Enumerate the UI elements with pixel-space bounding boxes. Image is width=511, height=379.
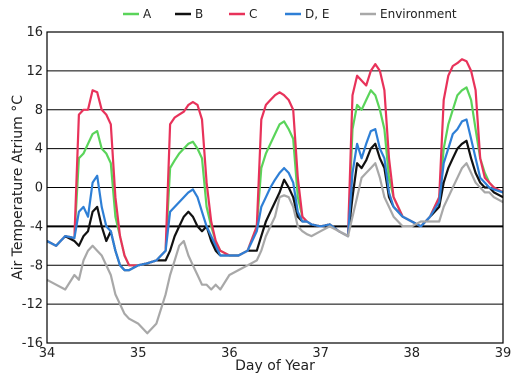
y-tick-label: 16 [26, 25, 43, 40]
series-line-c [46, 58, 504, 267]
x-tick-label: 35 [130, 346, 147, 361]
y-tick-label: 4 [35, 142, 43, 157]
x-tick-label: 36 [221, 346, 238, 361]
series-line-d-e [46, 118, 504, 272]
legend-label: B [195, 7, 203, 21]
x-tick-label: 39 [495, 346, 511, 361]
y-tick-label: 12 [26, 64, 43, 79]
y-tick-label: 0 [35, 181, 43, 196]
x-tick-label: 38 [404, 346, 421, 361]
series-lines [46, 58, 504, 335]
y-axis-label: Air Temperature Atrium °C [10, 95, 26, 280]
y-tick-labels: -16 -12 -8 -4 0 4 8 12 16 [22, 25, 43, 351]
x-tick-label: 37 [312, 346, 329, 361]
x-tick-label: 34 [39, 346, 56, 361]
legend-label: C [249, 7, 257, 21]
y-tick-label: -4 [30, 219, 43, 234]
plot-frame [46, 31, 504, 344]
y-tick-label: -12 [22, 297, 43, 312]
y-tick-label: -16 [22, 336, 43, 351]
x-axis-label: Day of Year [235, 358, 315, 374]
legend-label: D, E [305, 7, 329, 21]
series-line-environment [46, 162, 504, 335]
legend-label: Environment [380, 7, 457, 21]
y-tick-label: -8 [30, 258, 43, 273]
y-tick-label: 8 [35, 103, 43, 118]
legend-label: A [143, 7, 152, 21]
x-tick-labels: 34 35 36 37 38 39 [39, 346, 511, 361]
series-line-a [46, 86, 504, 267]
legend: A B C D, E Environment [123, 7, 457, 21]
